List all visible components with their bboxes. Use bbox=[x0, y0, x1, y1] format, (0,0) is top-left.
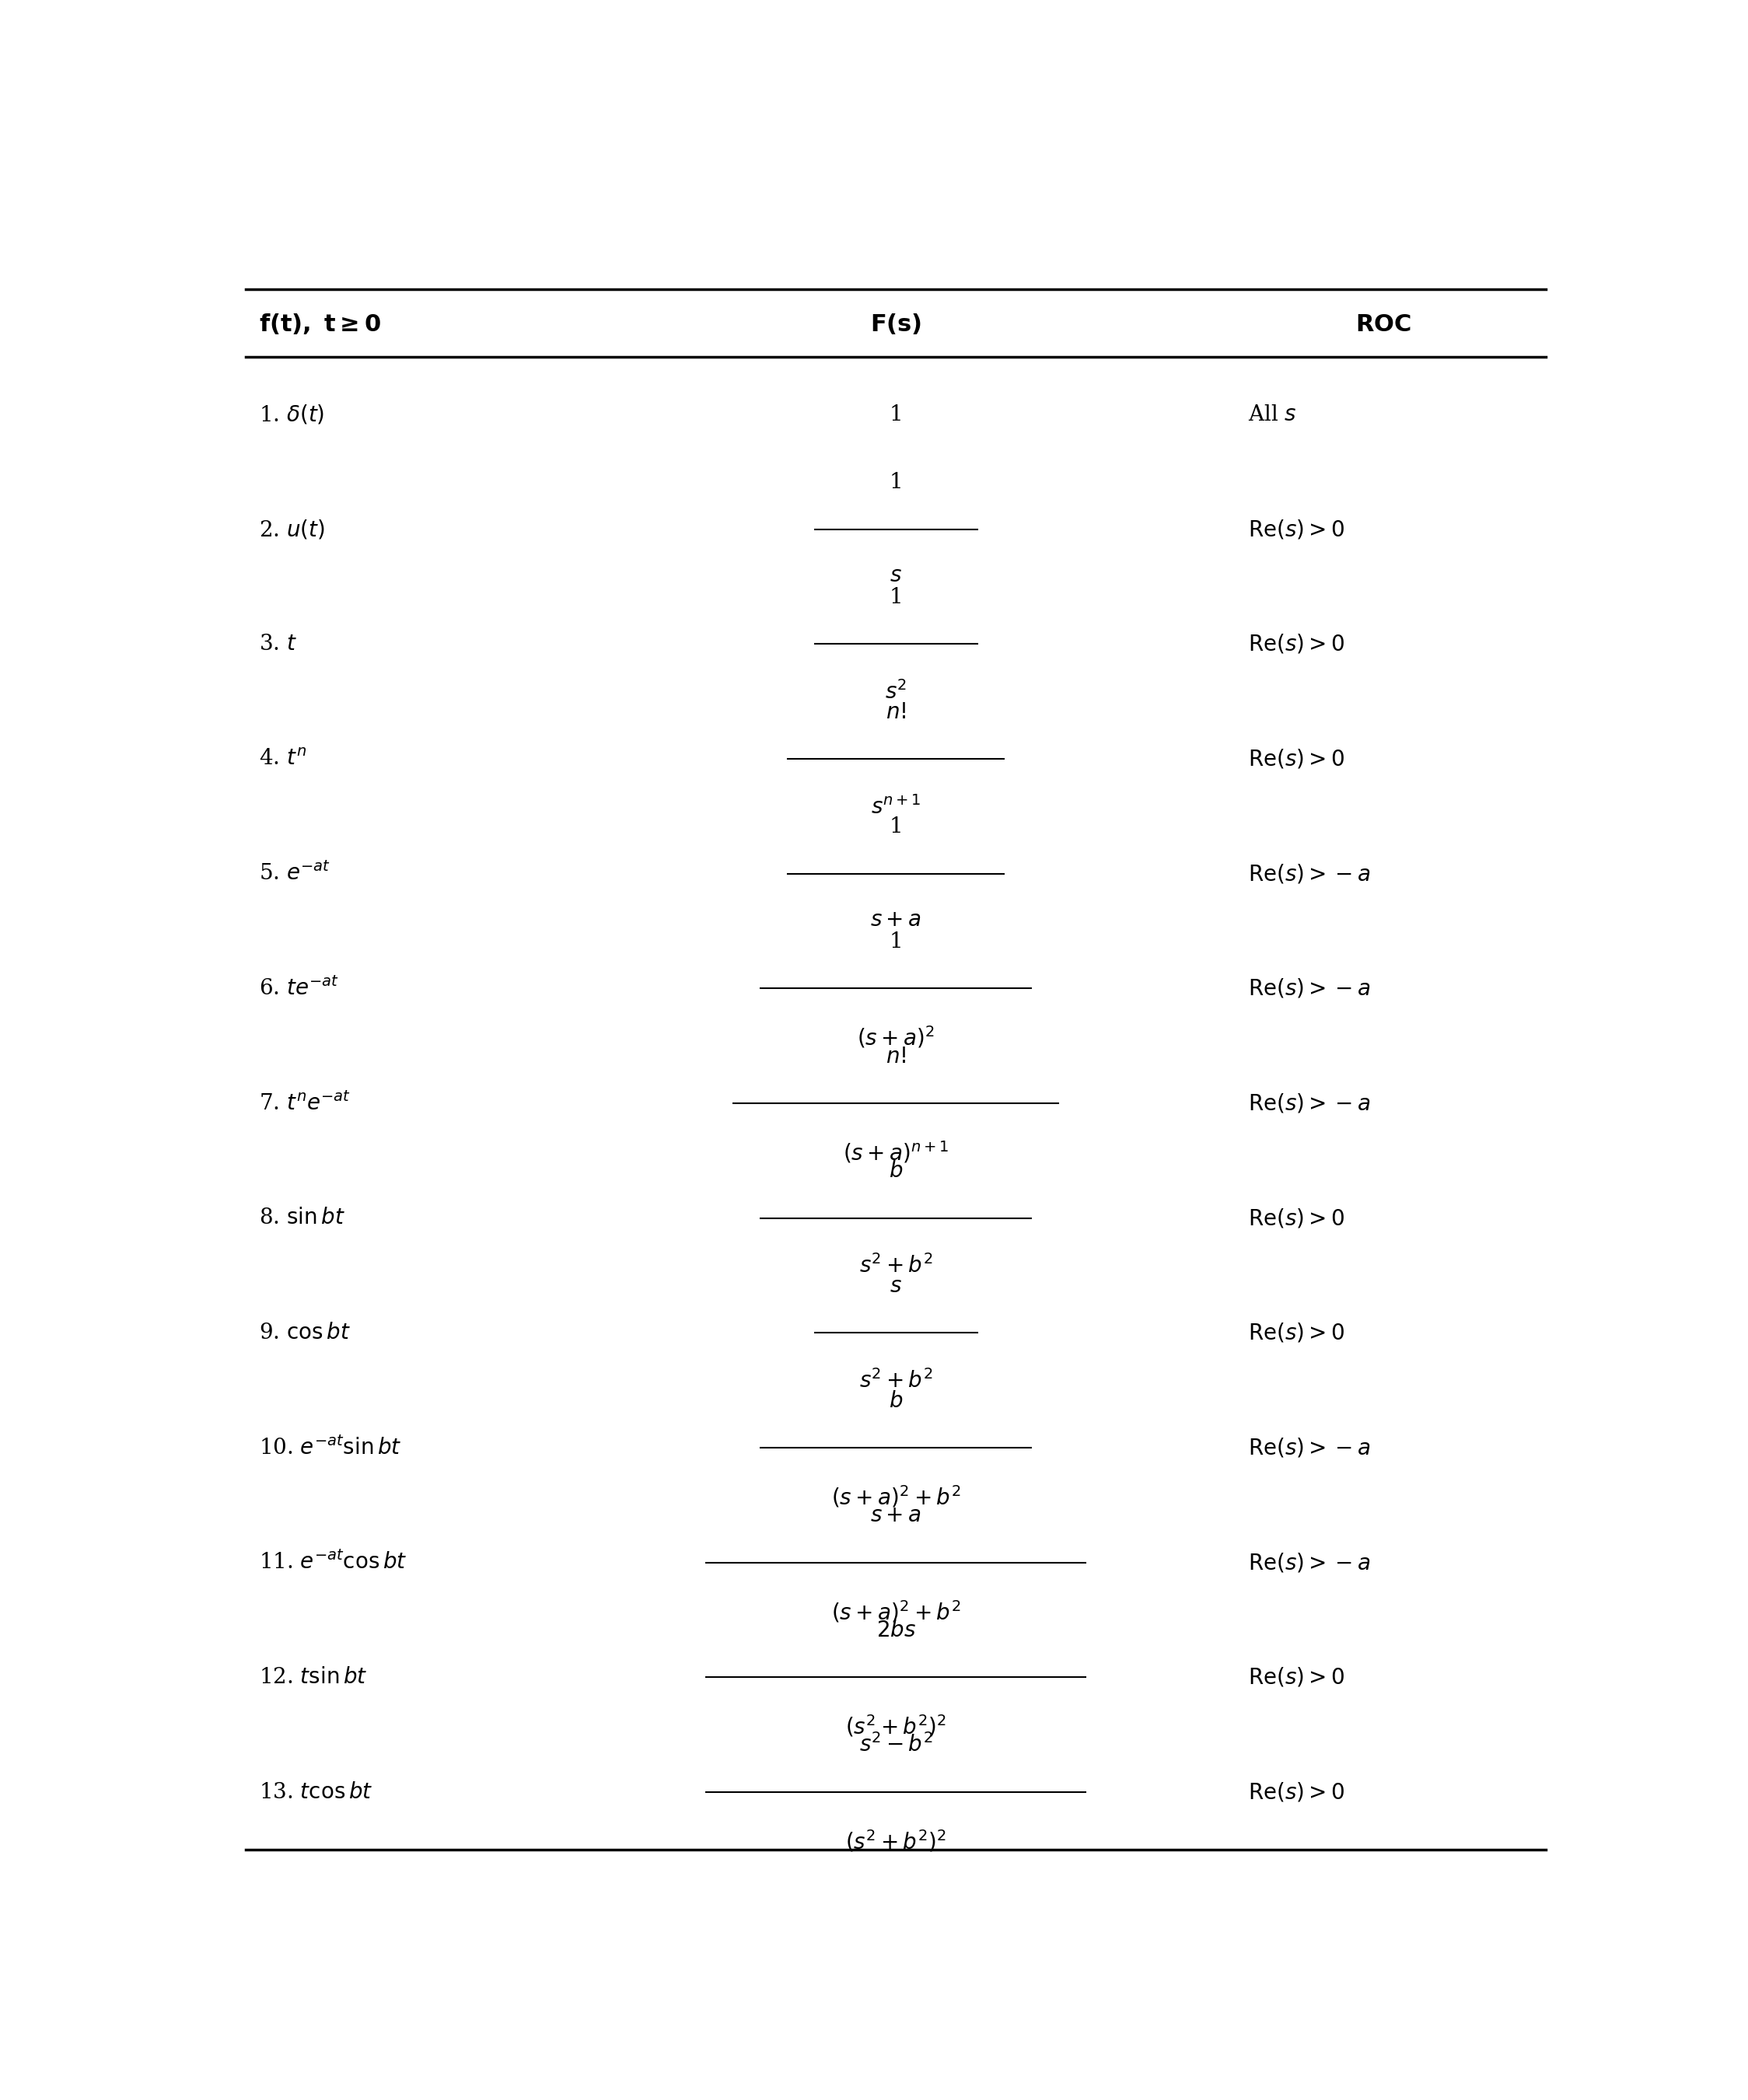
Text: $\mathrm{Re}(s) > 0$: $\mathrm{Re}(s) > 0$ bbox=[1248, 1665, 1344, 1688]
Text: $\mathrm{Re}(s) > 0$: $\mathrm{Re}(s) > 0$ bbox=[1248, 519, 1344, 540]
Text: $s^2 + b^2$: $s^2 + b^2$ bbox=[858, 1369, 933, 1392]
Text: $s^{n+1}$: $s^{n+1}$ bbox=[871, 796, 921, 819]
Text: $s$: $s$ bbox=[890, 1277, 902, 1296]
Text: 5. $e^{-at}$: 5. $e^{-at}$ bbox=[259, 863, 330, 884]
Text: 8. $\sin bt$: 8. $\sin bt$ bbox=[259, 1207, 346, 1228]
Text: 7. $t^n e^{-at}$: 7. $t^n e^{-at}$ bbox=[259, 1092, 351, 1115]
Text: $(s + a)^2$: $(s + a)^2$ bbox=[857, 1025, 935, 1050]
Text: $n!$: $n!$ bbox=[886, 701, 905, 722]
Text: $\mathrm{Re}(s) > -a$: $\mathrm{Re}(s) > -a$ bbox=[1248, 863, 1370, 884]
Text: 6. $te^{-at}$: 6. $te^{-at}$ bbox=[259, 977, 339, 1000]
Text: $b$: $b$ bbox=[888, 1390, 904, 1411]
Text: $\mathbf{f(t),\ t \geq 0}$: $\mathbf{f(t),\ t \geq 0}$ bbox=[259, 313, 381, 336]
Text: $s + a$: $s + a$ bbox=[871, 909, 921, 930]
Text: 2. $u(t)$: 2. $u(t)$ bbox=[259, 519, 325, 540]
Text: $\mathrm{Re}(s) > 0$: $\mathrm{Re}(s) > 0$ bbox=[1248, 748, 1344, 771]
Text: All $s$: All $s$ bbox=[1248, 403, 1297, 424]
Text: $(s^2 + b^2)^2$: $(s^2 + b^2)^2$ bbox=[846, 1714, 946, 1739]
Text: $b$: $b$ bbox=[888, 1161, 904, 1182]
Text: 1: 1 bbox=[890, 586, 902, 607]
Text: $\mathrm{Re}(s) > 0$: $\mathrm{Re}(s) > 0$ bbox=[1248, 1321, 1344, 1344]
Text: 9. $\cos bt$: 9. $\cos bt$ bbox=[259, 1323, 351, 1344]
Text: 4. $t^n$: 4. $t^n$ bbox=[259, 748, 306, 769]
Text: $n!$: $n!$ bbox=[886, 1046, 905, 1067]
Text: $s^2$: $s^2$ bbox=[884, 680, 907, 704]
Text: $(s + a)^2 + b^2$: $(s + a)^2 + b^2$ bbox=[830, 1485, 961, 1510]
Text: $(s + a)^{n+1}$: $(s + a)^{n+1}$ bbox=[843, 1140, 949, 1166]
Text: $\mathbf{F(s)}$: $\mathbf{F(s)}$ bbox=[871, 313, 921, 336]
Text: $s^2 + b^2$: $s^2 + b^2$ bbox=[858, 1254, 933, 1277]
Text: 1: 1 bbox=[890, 472, 902, 494]
Text: $\mathrm{Re}(s) > -a$: $\mathrm{Re}(s) > -a$ bbox=[1248, 977, 1370, 1000]
Text: 1. $\delta(t)$: 1. $\delta(t)$ bbox=[259, 403, 325, 426]
Text: $\mathbf{ROC}$: $\mathbf{ROC}$ bbox=[1356, 313, 1411, 336]
Text: 3. $t$: 3. $t$ bbox=[259, 634, 297, 655]
Text: $(s + a)^2 + b^2$: $(s + a)^2 + b^2$ bbox=[830, 1598, 961, 1625]
Text: $\mathrm{Re}(s) > 0$: $\mathrm{Re}(s) > 0$ bbox=[1248, 1207, 1344, 1228]
Text: $\mathrm{Re}(s) > -a$: $\mathrm{Re}(s) > -a$ bbox=[1248, 1436, 1370, 1460]
Text: $s^2 - b^2$: $s^2 - b^2$ bbox=[858, 1732, 933, 1756]
Text: $\mathrm{Re}(s) > 0$: $\mathrm{Re}(s) > 0$ bbox=[1248, 632, 1344, 655]
Text: 12. $t \sin bt$: 12. $t \sin bt$ bbox=[259, 1667, 367, 1688]
Text: $\mathrm{Re}(s) > -a$: $\mathrm{Re}(s) > -a$ bbox=[1248, 1552, 1370, 1573]
Text: $2bs$: $2bs$ bbox=[876, 1621, 916, 1642]
Text: $\mathrm{Re}(s) > -a$: $\mathrm{Re}(s) > -a$ bbox=[1248, 1092, 1370, 1115]
Text: 11. $e^{-at} \cos bt$: 11. $e^{-at} \cos bt$ bbox=[259, 1552, 407, 1573]
Text: 10. $e^{-at} \sin bt$: 10. $e^{-at} \sin bt$ bbox=[259, 1436, 402, 1460]
Text: $s$: $s$ bbox=[890, 565, 902, 586]
Text: 1: 1 bbox=[890, 817, 902, 838]
Text: 1: 1 bbox=[890, 930, 902, 951]
Text: 13. $t \cos bt$: 13. $t \cos bt$ bbox=[259, 1781, 372, 1802]
Text: 1: 1 bbox=[890, 403, 902, 424]
Text: $\mathrm{Re}(s) > 0$: $\mathrm{Re}(s) > 0$ bbox=[1248, 1781, 1344, 1804]
Text: $s + a$: $s + a$ bbox=[871, 1506, 921, 1527]
Text: $(s^2 + b^2)^2$: $(s^2 + b^2)^2$ bbox=[846, 1829, 946, 1854]
